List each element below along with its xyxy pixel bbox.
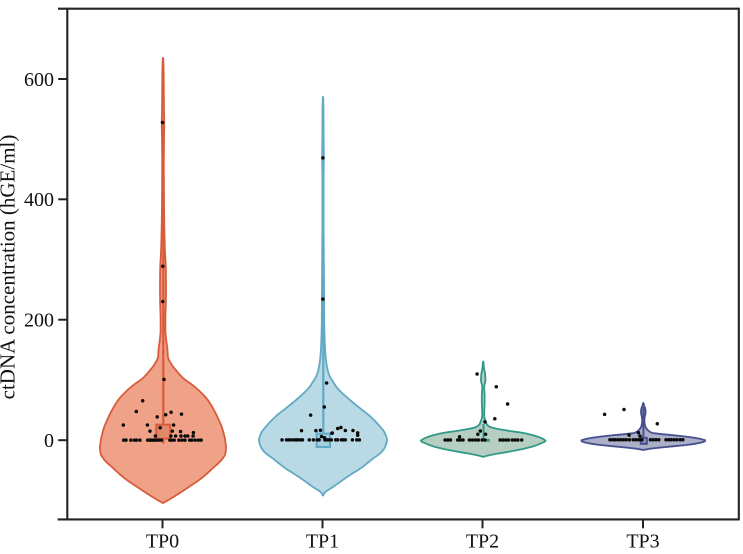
svg-text:TP2: TP2 (466, 531, 499, 553)
svg-text:TP0: TP0 (146, 531, 179, 553)
svg-text:600: 600 (24, 69, 54, 91)
svg-text:0: 0 (44, 430, 54, 452)
svg-text:TP3: TP3 (626, 531, 659, 553)
svg-text:400: 400 (24, 189, 54, 211)
svg-text:ctDNA concentration (hGE/ml): ctDNA concentration (hGE/ml) (0, 135, 20, 400)
svg-text:200: 200 (24, 310, 54, 332)
svg-text:TP1: TP1 (306, 531, 339, 553)
